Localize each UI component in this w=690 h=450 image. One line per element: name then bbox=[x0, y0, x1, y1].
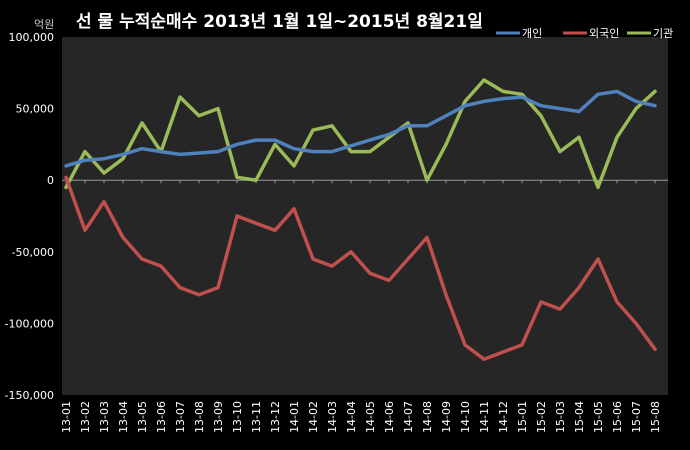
x-tick-label: 15-07 bbox=[630, 401, 643, 433]
x-tick-label: 14-08 bbox=[421, 401, 434, 433]
x-tick-label: 15-03 bbox=[554, 401, 567, 433]
x-tick-label: 13-02 bbox=[79, 401, 92, 433]
y-tick-label: -50,000 bbox=[12, 246, 54, 259]
x-tick-label: 13-08 bbox=[193, 401, 206, 433]
x-tick-label: 15-02 bbox=[535, 401, 548, 433]
x-tick-label: 15-01 bbox=[516, 401, 529, 433]
y-tick-label: -100,000 bbox=[5, 317, 54, 330]
x-tick-label: 13-10 bbox=[231, 401, 244, 433]
x-tick-label: 15-08 bbox=[649, 401, 662, 433]
series-line-2 bbox=[64, 175, 657, 361]
y-tick-label: 50,000 bbox=[16, 103, 55, 116]
y-tick-label: -150,000 bbox=[5, 389, 54, 402]
series-line-1 bbox=[64, 89, 657, 168]
legend-label: 기관 bbox=[653, 27, 673, 40]
legend-label: 외국인 bbox=[589, 27, 619, 40]
unit-label: 억원 bbox=[34, 18, 54, 31]
plot-area bbox=[62, 37, 668, 395]
x-tick-label: 13-04 bbox=[117, 401, 130, 433]
x-tick-label: 13-09 bbox=[212, 401, 225, 433]
x-tick-label: 13-07 bbox=[174, 401, 187, 433]
y-tick-label: 100,000 bbox=[9, 31, 55, 44]
series-lines bbox=[64, 78, 657, 361]
y-tick-label: 0 bbox=[47, 174, 54, 187]
x-tick-label: 14-07 bbox=[402, 401, 415, 433]
x-tick-label: 13-06 bbox=[155, 401, 168, 433]
x-tick-label: 13-05 bbox=[136, 401, 149, 433]
legend: 개인 외국인 기관 bbox=[496, 27, 673, 40]
legend-label: 개인 bbox=[522, 27, 542, 40]
x-tick-label: 14-04 bbox=[345, 401, 358, 433]
x-tick-label: 14-01 bbox=[288, 401, 301, 433]
x-tick-label: 13-12 bbox=[269, 401, 282, 433]
x-tick-label: 13-03 bbox=[98, 401, 111, 433]
x-tick-label: 14-10 bbox=[459, 401, 472, 433]
series-line-3 bbox=[64, 78, 657, 190]
x-tick-label: 15-06 bbox=[611, 401, 624, 433]
x-tick-label: 14-12 bbox=[497, 401, 510, 433]
chart-title: 선 물 누적순매수 2013년 1월 1일~2015년 8월21일 bbox=[76, 12, 483, 32]
x-tick-label: 13-01 bbox=[60, 401, 73, 433]
x-tick-label: 14-03 bbox=[326, 401, 339, 433]
x-tick-label: 13-11 bbox=[250, 401, 263, 433]
x-tick-label: 14-09 bbox=[440, 401, 453, 433]
x-tick-label: 14-02 bbox=[307, 401, 320, 433]
x-tick-label: 14-05 bbox=[364, 401, 377, 433]
x-tick-label: 15-05 bbox=[592, 401, 605, 433]
x-tick-label: 14-11 bbox=[478, 401, 491, 433]
x-tick-label: 15-04 bbox=[573, 401, 586, 433]
x-axis: 13-01 13-02 13-03 13-04 13-05 13-06 13-07 13-08… bbox=[60, 180, 662, 433]
x-tick-label: 14-06 bbox=[383, 401, 396, 433]
y-axis: 100,000 50,000 0 -50,000 -100,000 -150,000 bbox=[5, 31, 668, 402]
